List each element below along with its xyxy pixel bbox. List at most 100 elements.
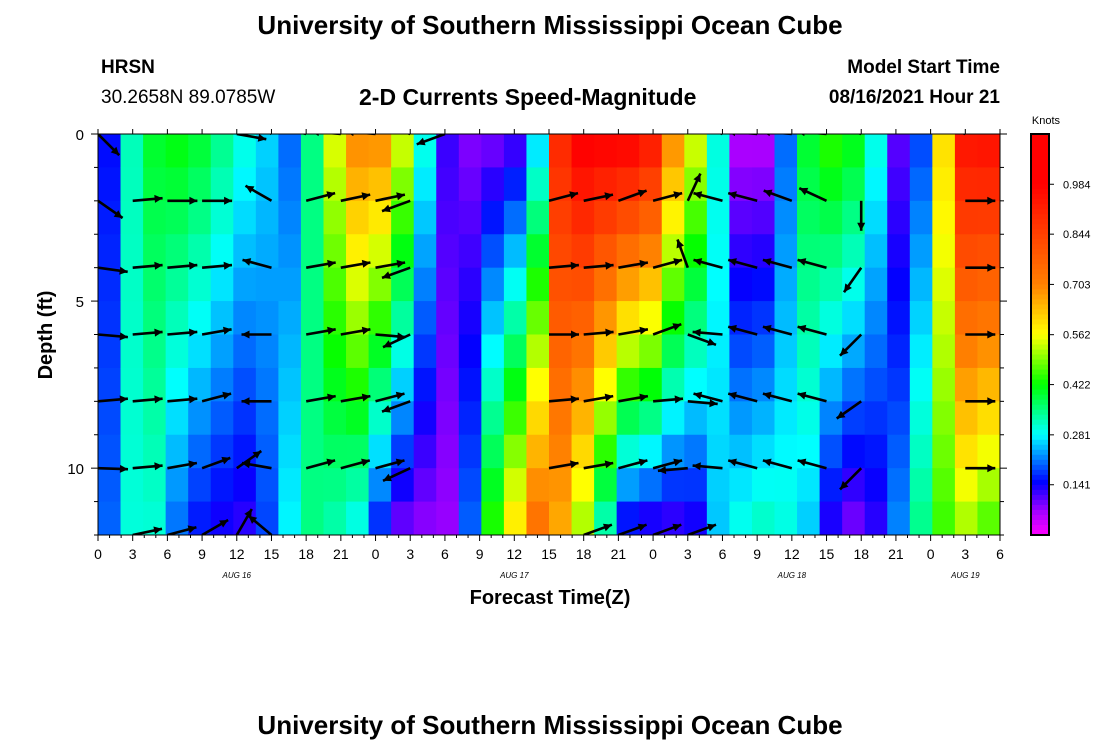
current-arrow-head (571, 330, 579, 339)
heat-cell (458, 167, 482, 202)
heat-cell (165, 134, 189, 169)
current-arrow-head (416, 137, 426, 146)
heat-cell (120, 468, 144, 503)
heat-cell (143, 267, 167, 302)
heat-cell (729, 334, 753, 369)
colorbar-segment (1031, 419, 1049, 426)
heat-cell (368, 301, 392, 336)
current-arrow (961, 134, 966, 136)
heat-cell (188, 468, 212, 503)
heat-cell (887, 134, 911, 169)
heat-cell (188, 334, 212, 369)
heat-cell (684, 334, 708, 369)
heat-cell (188, 167, 212, 202)
heat-cell (255, 334, 279, 369)
colorbar-segment (1031, 454, 1049, 461)
heat-cell (255, 367, 279, 402)
heat-cell (819, 334, 843, 369)
heat-cell (368, 501, 392, 535)
station-coordinates: 30.2658N 89.0785W (101, 87, 276, 108)
heat-cell (819, 234, 843, 269)
colorbar-segment (1031, 184, 1049, 190)
heat-cell (864, 234, 888, 269)
colorbar-segment (1031, 264, 1049, 270)
current-arrow-head (673, 258, 683, 266)
heat-cell (300, 167, 325, 202)
heat-cell (797, 468, 821, 503)
heat-cell (909, 301, 933, 336)
heat-cell (684, 134, 708, 169)
heat-cell (300, 200, 325, 235)
heat-cell (706, 434, 730, 469)
heat-cell (436, 267, 460, 302)
heat-cell (188, 301, 212, 336)
heat-cell (932, 367, 956, 402)
heat-cell (188, 367, 212, 402)
heat-cell (684, 301, 708, 336)
x-tick-label: 9 (753, 546, 761, 562)
colorbar-tick-label: 0.703 (1063, 279, 1091, 291)
heat-cell (616, 401, 640, 436)
heat-cell (571, 334, 595, 369)
colorbar-segment (1031, 314, 1049, 321)
heat-cell (143, 367, 167, 402)
heat-cell (751, 501, 776, 535)
heat-cell (165, 267, 189, 302)
heat-cell (98, 468, 122, 503)
heat-cell (300, 367, 325, 402)
heat-cell (413, 334, 437, 369)
current-arrow-head (1019, 524, 1028, 532)
current-arrow-head (119, 464, 128, 473)
heat-cell (98, 334, 122, 369)
current-arrow-head (694, 123, 703, 131)
x-tick-label: 6 (996, 546, 1004, 562)
heat-cell (165, 501, 189, 535)
heat-cell (120, 267, 144, 302)
y-tick-label: 10 (67, 461, 84, 478)
heat-cell (661, 401, 685, 436)
current-arrow-head (762, 458, 772, 467)
heat-cell (458, 200, 482, 235)
colorbar-segment (1031, 349, 1049, 356)
current-arrow-head (361, 259, 371, 268)
heat-cell (706, 401, 730, 436)
heat-cell (819, 468, 843, 503)
heat-cell (391, 267, 415, 302)
heat-cell (729, 134, 753, 169)
current-arrow-head (189, 261, 198, 270)
heat-cell (594, 468, 618, 503)
colorbar-segment (1031, 384, 1049, 391)
heat-cell (210, 301, 234, 336)
heat-cell (684, 501, 708, 535)
heat-cell (639, 301, 663, 336)
heat-cell (909, 468, 933, 503)
current-arrow-head (797, 324, 807, 333)
current-arrow-head (672, 323, 682, 331)
x-tick-label: 21 (888, 546, 904, 562)
heat-cell (751, 167, 776, 202)
heat-cell (165, 234, 189, 269)
heat-cell (954, 167, 979, 202)
heat-cell (594, 234, 618, 269)
current-arrow-head (395, 458, 405, 467)
heat-cell (639, 401, 663, 436)
heat-cell (684, 200, 708, 235)
heat-cell (368, 468, 392, 503)
colorbar-segment (1031, 174, 1049, 180)
heat-cell (842, 267, 866, 302)
heat-cell (909, 200, 933, 235)
heat-cell (503, 367, 528, 402)
heat-cell (864, 167, 888, 202)
heat-cell (571, 134, 595, 169)
heat-cell (729, 501, 753, 535)
x-axis-label: Forecast Time(Z) (470, 587, 631, 609)
heat-cell (526, 334, 550, 369)
heat-cell (255, 267, 279, 302)
heat-cell (391, 501, 415, 535)
heat-cell (368, 334, 392, 369)
heat-cell (706, 134, 730, 169)
heat-cell (233, 401, 257, 436)
heat-cell (774, 234, 798, 269)
heat-cell (188, 267, 212, 302)
